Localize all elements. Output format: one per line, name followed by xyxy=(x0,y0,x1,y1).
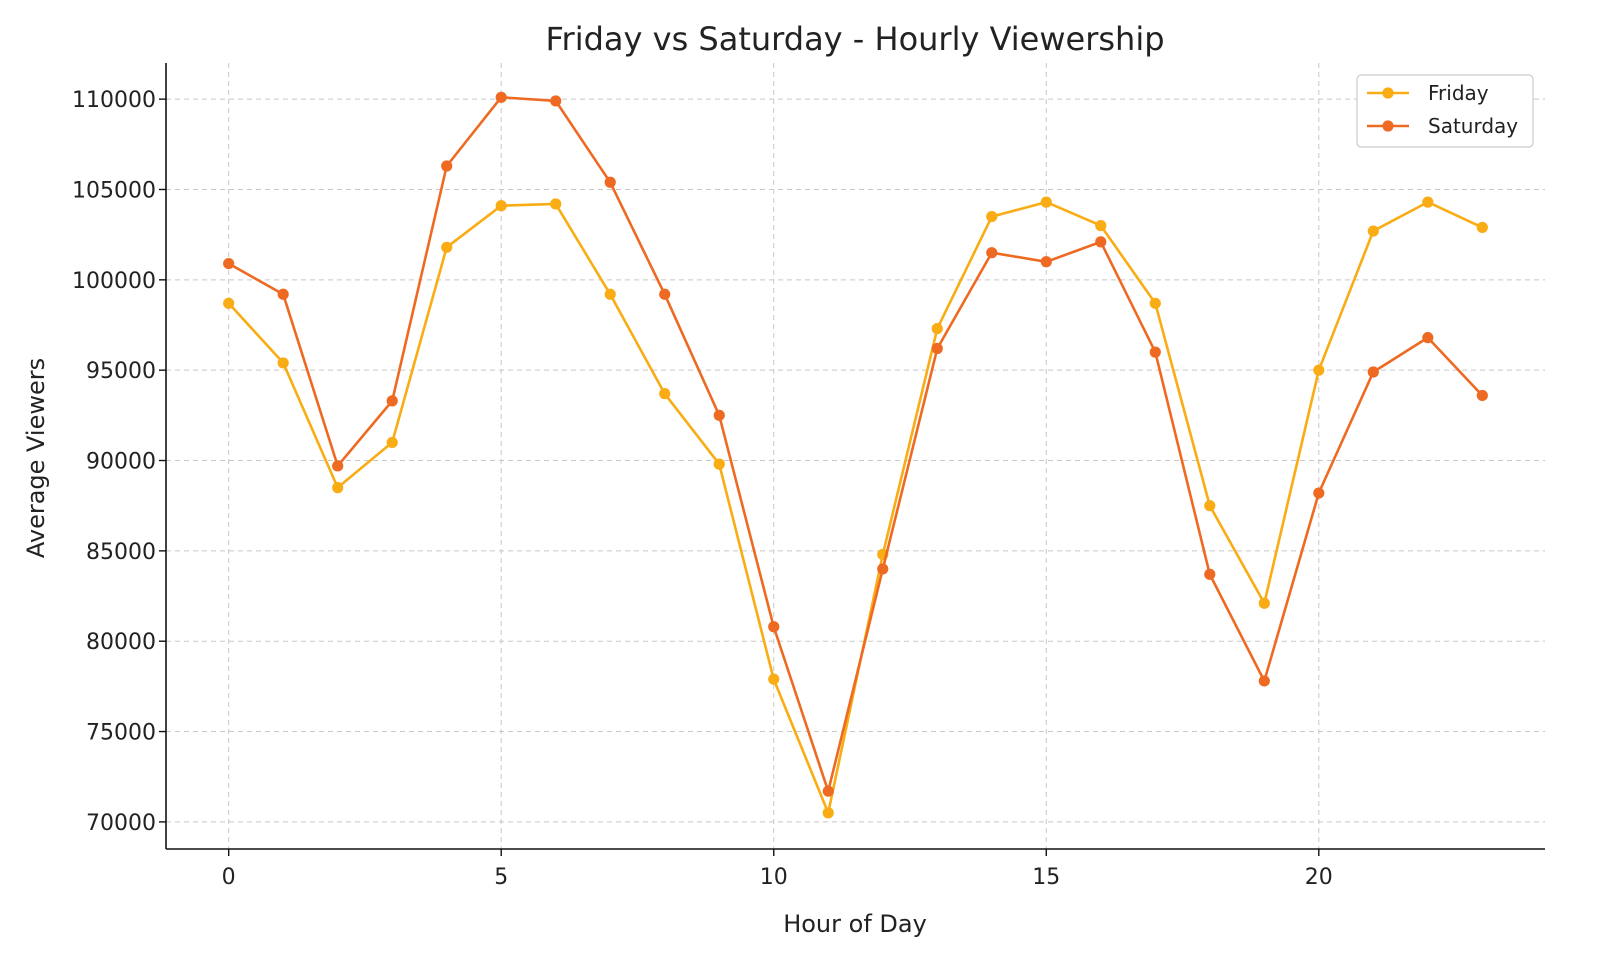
data-point-friday xyxy=(822,807,834,819)
y-tick-label: 70000 xyxy=(86,811,156,836)
data-point-saturday xyxy=(986,247,998,259)
data-point-saturday xyxy=(1204,568,1216,580)
axes: 0 5 10 15 20 70000 75000 80000 85000 90000 95000 10… xyxy=(72,63,1545,890)
data-point-saturday xyxy=(877,563,889,575)
series-line-saturday xyxy=(228,96,1484,793)
y-tick-label: 100000 xyxy=(72,269,156,294)
data-point-saturday xyxy=(659,288,671,300)
data-point-friday xyxy=(713,458,725,470)
legend: Friday Saturday xyxy=(1356,74,1534,148)
x-axis-label: Hour of Day xyxy=(783,910,927,938)
data-point-friday xyxy=(1095,220,1107,232)
data-point-friday xyxy=(277,357,289,369)
data-point-friday xyxy=(1040,196,1052,208)
data-point-saturday xyxy=(1258,675,1270,687)
data-point-saturday xyxy=(495,91,507,103)
data-point-saturday xyxy=(1149,346,1161,358)
y-tick-label: 110000 xyxy=(72,88,156,113)
data-point-saturday xyxy=(1476,389,1488,402)
data-point-friday xyxy=(1258,597,1270,609)
data-point-saturday xyxy=(1367,366,1379,378)
data-point-saturday xyxy=(550,95,562,107)
series-layer xyxy=(223,91,1488,819)
y-tick-label: 95000 xyxy=(86,359,156,384)
data-point-friday xyxy=(604,288,616,300)
data-point-saturday xyxy=(768,621,780,633)
legend-label: Friday xyxy=(1428,81,1489,105)
x-tick-label: 0 xyxy=(222,865,236,890)
data-point-friday xyxy=(332,482,344,494)
data-point-friday xyxy=(1367,225,1379,237)
gridlines xyxy=(166,63,1545,849)
x-tick-label: 15 xyxy=(1032,865,1060,890)
chart-title: Friday vs Saturday - Hourly Viewership xyxy=(545,20,1164,58)
data-point-friday xyxy=(1422,196,1434,208)
data-point-friday xyxy=(495,200,507,212)
data-point-saturday xyxy=(223,257,235,270)
y-tick-label: 105000 xyxy=(72,178,156,203)
data-point-friday xyxy=(550,198,562,210)
data-point-friday xyxy=(1476,221,1488,234)
data-point-saturday xyxy=(1040,256,1052,268)
legend-swatch-marker xyxy=(1382,87,1394,99)
data-point-saturday xyxy=(713,409,725,421)
data-point-saturday xyxy=(386,395,398,407)
data-point-saturday xyxy=(1313,487,1325,499)
data-point-friday xyxy=(386,436,398,449)
data-point-saturday xyxy=(441,160,453,172)
data-point-friday xyxy=(1149,297,1161,309)
legend-label: Saturday xyxy=(1428,114,1518,138)
legend-item-friday: Friday xyxy=(1367,81,1489,105)
y-axis-label: Average Viewers xyxy=(22,358,50,558)
data-point-saturday xyxy=(277,288,289,300)
series-friday xyxy=(223,196,1488,819)
data-point-friday xyxy=(1313,364,1325,376)
y-tick-label: 80000 xyxy=(86,630,156,655)
data-point-saturday xyxy=(1095,236,1107,248)
y-tick-label: 85000 xyxy=(86,540,156,565)
data-point-saturday xyxy=(1422,332,1434,344)
data-point-friday xyxy=(986,210,998,223)
series-saturday xyxy=(223,91,1488,797)
data-point-friday xyxy=(768,673,780,685)
y-tick-label: 75000 xyxy=(86,721,156,746)
data-point-saturday xyxy=(931,342,943,355)
data-point-friday xyxy=(223,297,235,309)
data-point-friday xyxy=(1204,500,1216,512)
legend-swatch-marker xyxy=(1382,120,1394,132)
x-tick-label: 5 xyxy=(494,865,508,890)
data-point-saturday xyxy=(604,176,616,188)
data-point-friday xyxy=(441,241,453,253)
data-point-saturday xyxy=(332,460,344,472)
data-point-friday xyxy=(659,388,671,400)
data-point-saturday xyxy=(822,785,834,797)
x-tick-label: 10 xyxy=(760,865,788,890)
x-tick-label: 20 xyxy=(1305,865,1333,890)
data-point-friday xyxy=(931,323,943,335)
legend-item-saturday: Saturday xyxy=(1367,114,1518,138)
y-tick-label: 90000 xyxy=(86,450,156,475)
